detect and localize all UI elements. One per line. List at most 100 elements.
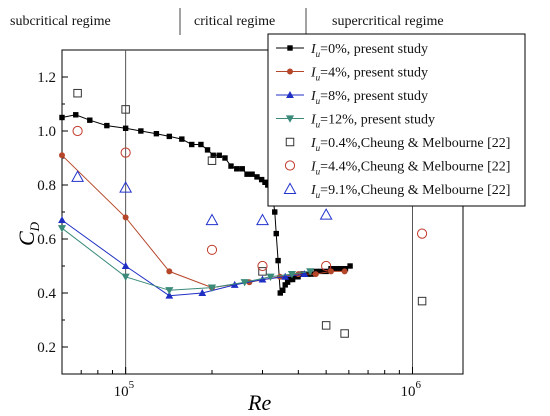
- data-point: [266, 273, 275, 282]
- legend-entry: Iu=0%, present study: [276, 42, 428, 59]
- data-point: [222, 155, 228, 161]
- data-point: [104, 122, 110, 129]
- legend-box: [267, 33, 526, 207]
- legend-entry: Iu=0.4%,Cheung & Melbourne [22]: [285, 136, 510, 153]
- legend-subscript: u: [316, 143, 321, 153]
- data-point: [287, 270, 297, 279]
- data-point: [121, 273, 130, 282]
- x-tick-base: 10: [114, 384, 129, 400]
- data-point: [198, 288, 207, 296]
- data-point: [254, 174, 260, 180]
- legend-text: =0.4%,Cheung & Melbourne [22]: [320, 136, 510, 151]
- legend-text: =0%, present study: [320, 42, 428, 57]
- data-point: [58, 216, 66, 224]
- legend-symbol: I: [310, 66, 317, 81]
- y-tick-label: 0.2: [37, 340, 56, 356]
- series-line: [61, 219, 305, 297]
- data-point: [333, 265, 339, 272]
- legend-marker: [285, 137, 295, 147]
- legend-marker: [283, 182, 297, 194]
- x-axis-label: Re: [247, 390, 271, 415]
- legend-label: Iu=12%, present study: [310, 113, 435, 130]
- data-point: [319, 208, 333, 220]
- legend-marker: [285, 115, 295, 123]
- legend-text: =9.1%,Cheung & Melbourne [22]: [320, 183, 510, 198]
- data-point: [318, 268, 324, 275]
- regime-label-supercritical: supercritical regime: [332, 14, 444, 29]
- legend-subscript: u: [316, 73, 321, 83]
- y-tick-label: 0.8: [37, 178, 56, 194]
- data-point: [120, 147, 131, 158]
- series-4: [73, 88, 427, 338]
- data-point: [281, 272, 290, 280]
- data-point: [340, 329, 349, 338]
- data-point: [73, 88, 82, 98]
- series-6: [71, 170, 429, 226]
- data-point: [59, 114, 65, 121]
- y-tick-label: 0.6: [37, 232, 56, 248]
- data-point: [73, 112, 79, 118]
- data-point: [179, 136, 185, 142]
- legend-symbol: I: [310, 89, 317, 104]
- data-point: [71, 170, 85, 182]
- data-point: [207, 156, 217, 165]
- data-point: [295, 271, 302, 278]
- data-point: [119, 181, 133, 193]
- data-point: [249, 171, 255, 177]
- data-point: [189, 141, 195, 148]
- legend-label: Iu=8%, present study: [310, 89, 428, 106]
- legend-label: Iu=0.4%,Cheung & Melbourne [22]: [310, 136, 510, 153]
- legend-marker: [286, 68, 293, 75]
- legend-subscript: u: [316, 49, 321, 59]
- regime-label-subcritical: subcritical regime: [10, 14, 111, 29]
- data-point: [216, 152, 222, 158]
- legend-marker: [287, 45, 293, 51]
- y-axis-ticks: 0.2 0.4 0.6 0.8 1.0 1.2: [37, 49, 68, 375]
- data-point: [257, 260, 268, 272]
- data-point: [153, 130, 160, 137]
- data-point: [57, 225, 67, 233]
- data-point: [122, 214, 129, 221]
- legend-entry: Iu=12%, present study: [276, 113, 435, 130]
- legend-symbol: I: [310, 183, 317, 198]
- series-2: [58, 216, 309, 299]
- legend-text: =12%, present study: [320, 113, 435, 128]
- legend-entry: Iu=4%, present study: [276, 66, 428, 83]
- data-point: [306, 268, 315, 276]
- data-point: [198, 141, 204, 148]
- data-point: [239, 166, 245, 172]
- x-tick-label: 105: [114, 379, 135, 400]
- data-point: [210, 152, 216, 158]
- legend-entry: Iu=9.1%,Cheung & Melbourne [22]: [283, 182, 510, 200]
- y-tick-label: 1.0: [37, 124, 56, 140]
- data-point: [273, 230, 279, 237]
- data-point: [321, 260, 332, 272]
- y-axis-label: CD: [14, 221, 42, 246]
- data-point: [300, 270, 309, 278]
- data-point: [121, 105, 130, 114]
- y-axis-label-sub: D: [27, 221, 42, 232]
- data-point: [272, 209, 278, 215]
- x-tick-label: 106: [400, 379, 421, 400]
- data-point: [256, 213, 269, 226]
- data-point: [122, 125, 129, 131]
- data-point: [240, 279, 249, 287]
- regime-header: subcritical regime critical regime super…: [10, 8, 444, 35]
- x-tick-exponent: 5: [129, 379, 135, 391]
- legend-subscript: u: [316, 120, 321, 130]
- data-point: [166, 268, 173, 275]
- data-point: [59, 152, 66, 159]
- legend-text: =4.4%,Cheung & Melbourne [22]: [320, 160, 510, 175]
- data-point: [275, 257, 281, 264]
- data-point: [341, 268, 348, 275]
- series-line: [61, 227, 311, 291]
- legend-subscript: u: [316, 96, 321, 106]
- legend-marker: [286, 90, 294, 98]
- legend-symbol: I: [310, 113, 317, 128]
- data-point: [165, 287, 174, 295]
- data-point: [204, 147, 211, 153]
- legend-marker: [284, 160, 296, 171]
- data-point: [165, 291, 174, 299]
